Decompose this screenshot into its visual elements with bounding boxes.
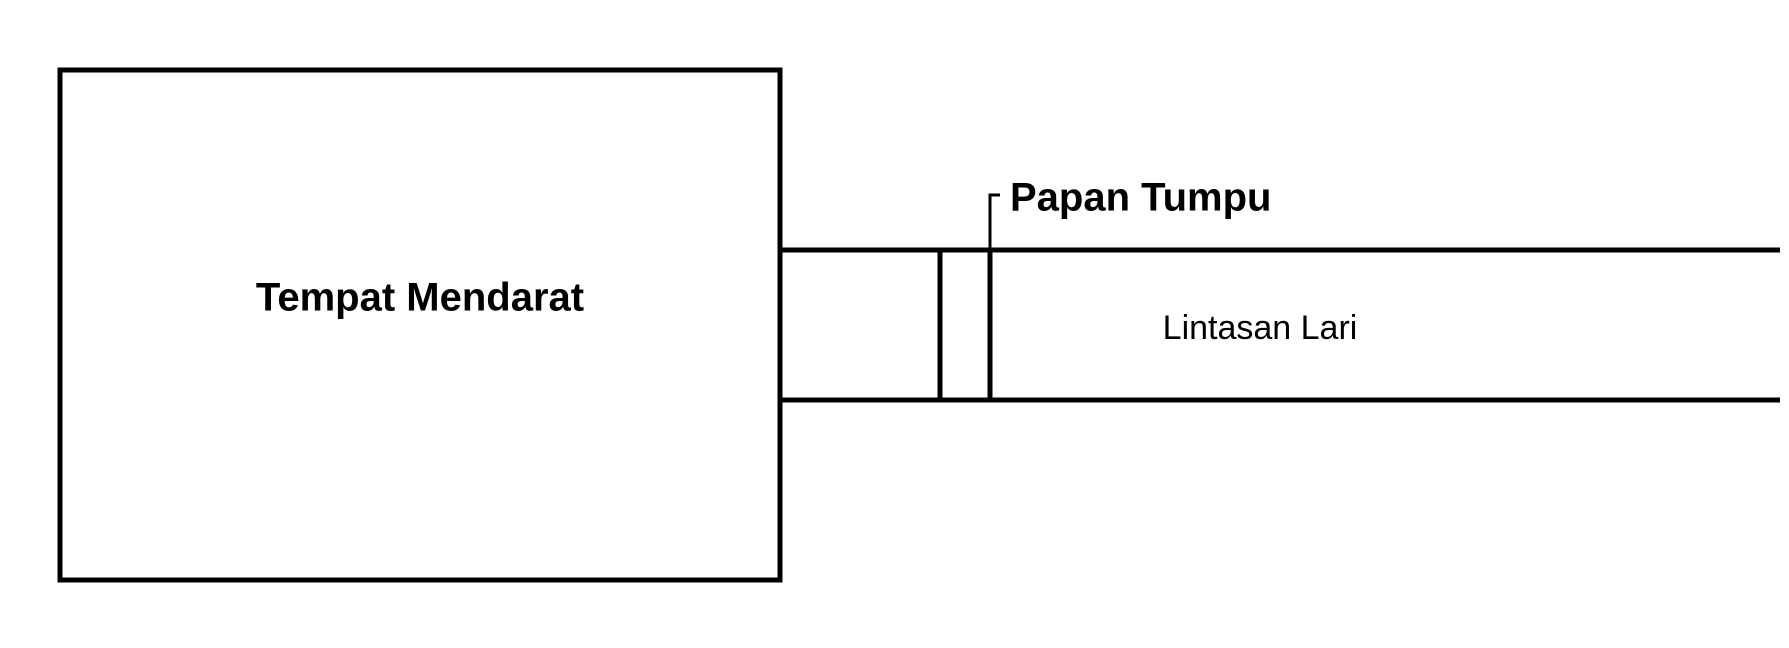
board-label: Papan Tumpu [1010, 176, 1271, 220]
board-pointer [990, 195, 1000, 250]
runway-label: Lintasan Lari [1163, 309, 1358, 347]
long-jump-diagram: Tempat Mendarat Lintasan Lari Papan Tumpu [0, 0, 1789, 648]
landing-pit [60, 70, 780, 580]
landing-pit-label: Tempat Mendarat [256, 276, 584, 320]
